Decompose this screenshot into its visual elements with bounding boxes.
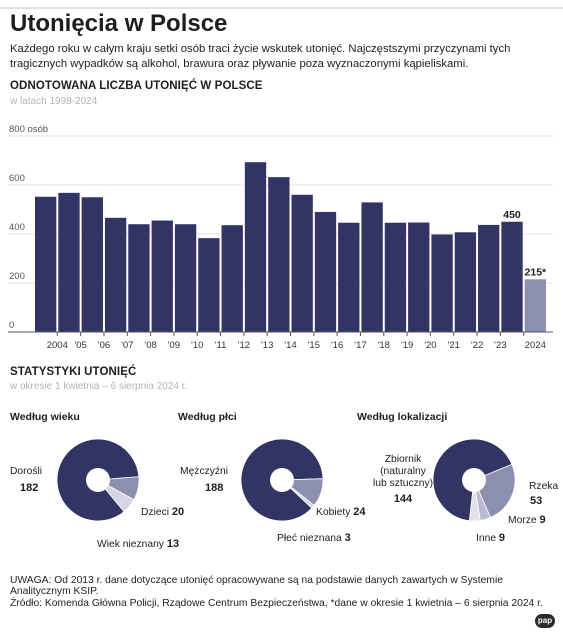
bar-2018 bbox=[384, 222, 407, 332]
x-tick-label: '11 bbox=[215, 340, 227, 351]
x-tick-label: '06 bbox=[98, 340, 110, 351]
x-tick-label: '15 bbox=[308, 340, 320, 351]
bar-2004 bbox=[58, 192, 80, 332]
bar-2019 bbox=[408, 222, 430, 332]
x-tick-label: '07 bbox=[121, 340, 133, 351]
bar-2009 bbox=[174, 224, 197, 332]
pie-gender bbox=[240, 438, 324, 522]
pie-age bbox=[56, 438, 140, 522]
label-reservoir: Zbiornik (naturalny lub sztuczny) 144 bbox=[372, 454, 434, 505]
bar-2008 bbox=[151, 220, 173, 332]
x-tick-label: '18 bbox=[378, 340, 390, 351]
x-tick-label: '12 bbox=[238, 340, 250, 351]
bar-chart: 800 osób 600 400 200 0 450 215* 2004 '05 '06 '07 '0… bbox=[8, 124, 553, 351]
y-tick-label: 800 osób bbox=[9, 124, 48, 135]
bar-value-label: 215* bbox=[525, 266, 548, 278]
x-tick-label: '08 bbox=[144, 340, 156, 351]
pie-location bbox=[432, 438, 516, 522]
stats-heading: STATYSTYKI UTONIĘĆ bbox=[10, 366, 137, 378]
chart-heading: ODNOTOWANA LICZBA UTONIĘĆ W POLSCE bbox=[10, 80, 263, 92]
bar-2023 bbox=[501, 221, 523, 332]
pie-hole bbox=[86, 468, 110, 492]
bar-2024 bbox=[524, 279, 546, 332]
bar-2010 bbox=[198, 238, 220, 332]
y-tick-label: 400 bbox=[9, 222, 25, 233]
x-tick-label: '22 bbox=[471, 340, 483, 351]
bar-2007 bbox=[128, 224, 150, 332]
source: Źródło: Komenda Główna Policji, Rządowe … bbox=[10, 598, 543, 609]
top-divider bbox=[0, 7, 563, 9]
label-children: Dzieci 20 bbox=[141, 506, 185, 518]
pie-title-location: Według lokalizacji bbox=[357, 411, 448, 423]
page-title: Utonięcia w Polsce bbox=[10, 10, 228, 37]
value-river: 53 bbox=[530, 495, 543, 507]
pie-hole bbox=[270, 468, 294, 492]
label-men: Mężczyźni bbox=[180, 466, 229, 477]
x-tick-label: '19 bbox=[401, 340, 413, 351]
intro-text: Każdego roku w całym kraju setki osób tr… bbox=[10, 43, 511, 70]
chart-subheading: w latach 1998-2024 bbox=[10, 96, 98, 107]
bar-2005 bbox=[81, 197, 103, 332]
bar-2016 bbox=[338, 222, 360, 332]
label-sea: Morze 9 bbox=[508, 514, 546, 526]
bar-2021 bbox=[454, 232, 477, 332]
x-tick-label: '09 bbox=[168, 340, 180, 351]
bar-2003 bbox=[35, 196, 57, 332]
bar-2012 bbox=[244, 162, 267, 332]
x-tick-label: '16 bbox=[331, 340, 343, 351]
bar-2006 bbox=[104, 217, 127, 332]
label-adults: Dorośli bbox=[10, 466, 43, 477]
pie-title-gender: Według płci bbox=[178, 411, 237, 423]
bar-2011 bbox=[221, 225, 243, 332]
pap-logo: pap bbox=[535, 614, 555, 628]
x-tick-label: '20 bbox=[424, 340, 436, 351]
pie-title-age: Według wieku bbox=[10, 411, 80, 423]
x-tick-label: 2004 bbox=[47, 340, 68, 351]
bar-2015 bbox=[314, 211, 337, 332]
bar-2017 bbox=[361, 202, 383, 332]
bar-2013 bbox=[268, 177, 290, 332]
value-adults: 182 bbox=[20, 482, 39, 494]
x-tick-label: 2024 bbox=[525, 340, 546, 351]
footnote: UWAGA: Od 2013 r. dane dotyczące utonięć… bbox=[10, 575, 503, 597]
label-gender-unknown: Płeć nieznana 3 bbox=[277, 532, 351, 544]
bar-2014 bbox=[291, 194, 313, 332]
y-tick-label: 200 bbox=[9, 271, 25, 282]
x-tick-label: '13 bbox=[261, 340, 273, 351]
pie-slice bbox=[468, 479, 481, 522]
label-age-unknown: Wiek nieznany 13 bbox=[97, 538, 180, 550]
y-tick-label: 600 bbox=[9, 173, 25, 184]
x-tick-label: '14 bbox=[284, 340, 296, 351]
bar-2022 bbox=[478, 224, 500, 332]
label-river: Rzeka bbox=[529, 481, 559, 492]
x-tick-label: '17 bbox=[354, 340, 366, 351]
bar-value-label: 450 bbox=[503, 209, 521, 221]
x-tick-label: '23 bbox=[494, 340, 506, 351]
label-other: Inne 9 bbox=[476, 532, 506, 544]
bar-2020 bbox=[431, 234, 453, 332]
label-women: Kobiety 24 bbox=[316, 506, 366, 518]
x-tick-label: '05 bbox=[74, 340, 86, 351]
value-men: 188 bbox=[205, 482, 224, 494]
y-tick-label: 0 bbox=[9, 320, 14, 331]
stats-subheading: w okresie 1 kwietnia – 6 sierpnia 2024 r… bbox=[10, 381, 188, 392]
x-tick-label: '10 bbox=[191, 340, 203, 351]
x-tick-label: '21 bbox=[448, 340, 460, 351]
pie-hole bbox=[462, 468, 486, 492]
